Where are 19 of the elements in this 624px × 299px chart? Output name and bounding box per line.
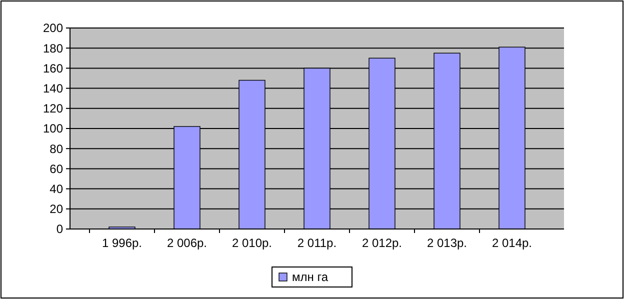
y-tick-label: 120 [42, 102, 64, 116]
x-tick-label: 2 013р. [426, 236, 468, 250]
x-tick-label: 1 996р. [102, 236, 142, 250]
x-tick-label: 2 012р. [362, 236, 402, 250]
y-tick-label: 180 [42, 41, 64, 56]
y-tick-label: 20 [50, 202, 64, 216]
legend-label: млн га [292, 270, 328, 284]
y-tick-label: 140 [42, 82, 64, 96]
x-tick-label: 2 006р. [166, 236, 208, 250]
y-tick-label: 200 [42, 21, 64, 36]
y-tick-label: 100 [42, 122, 64, 136]
x-tick-label: 2 014р. [492, 236, 532, 250]
y-tick-label: 80 [50, 142, 64, 156]
y-tick-label: 160 [42, 61, 64, 76]
x-tick-label: 2 011р. [297, 236, 337, 250]
x-tick-label: 2 010р. [232, 236, 272, 250]
y-tick-label: 60 [50, 162, 64, 176]
y-tick-label: 0 [56, 222, 64, 236]
y-tick-label: 40 [50, 182, 64, 196]
